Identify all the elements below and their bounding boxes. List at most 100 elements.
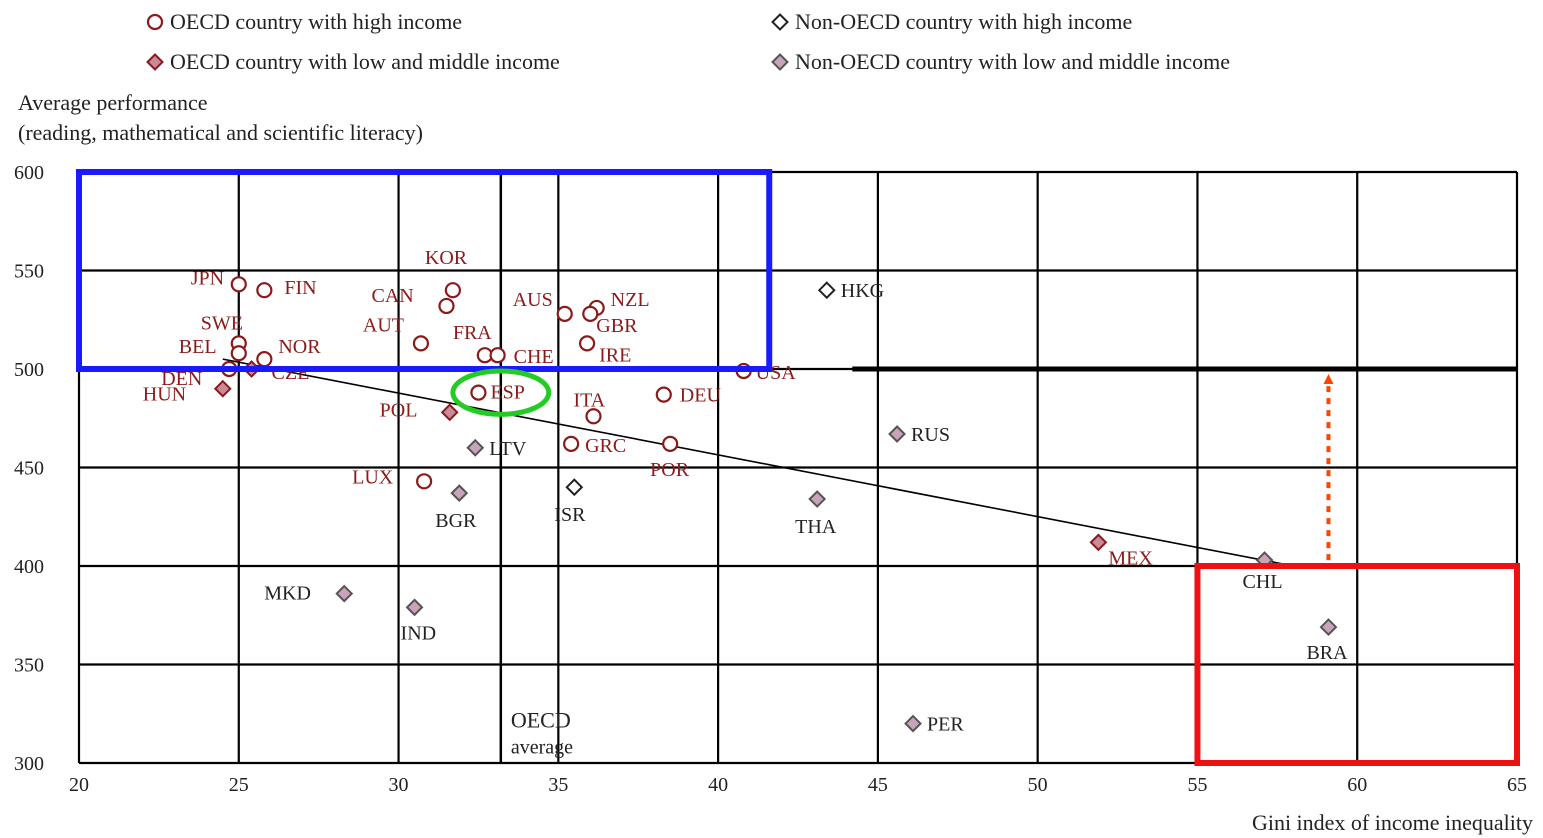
point-label-esp: ESP — [490, 382, 524, 404]
legend-label-non_oecd_high: Non-OECD country with high income — [795, 9, 1132, 34]
x-tick-label: 40 — [708, 774, 728, 796]
point-label-bra: BRA — [1306, 642, 1348, 664]
legend-label-oecd_low: OECD country with low and middle income — [170, 49, 560, 74]
point-label-chl: CHL — [1243, 571, 1283, 593]
point-label-grc: GRC — [585, 435, 626, 457]
y-tick-label: 450 — [14, 458, 44, 480]
point-label-cze: CZE — [272, 362, 310, 384]
highlight-box-1 — [1194, 563, 1520, 766]
point-label-tha: THA — [795, 516, 837, 538]
y-tick-label: 400 — [14, 556, 44, 578]
point-nor — [256, 351, 273, 368]
point-isr — [565, 478, 584, 497]
point-esp — [470, 384, 487, 401]
x-tick-label: 20 — [69, 774, 89, 796]
point-label-ire: IRE — [599, 344, 631, 366]
point-jpn — [230, 276, 247, 293]
point-rus — [888, 425, 906, 443]
point-por — [662, 435, 679, 452]
point-mex — [1089, 533, 1108, 552]
oecd-average-label-line2: average — [511, 737, 573, 759]
point-kor — [444, 282, 461, 299]
point-label-ita: ITA — [573, 389, 605, 411]
point-label-fin: FIN — [284, 277, 316, 299]
x-tick-label: 35 — [548, 774, 568, 796]
point-label-lux: LUX — [352, 466, 394, 488]
point-gbr — [582, 305, 599, 322]
y-tick-label: 500 — [14, 359, 44, 381]
point-label-hkg: HKG — [841, 280, 884, 302]
legend: OECD country with high income Non-OECD co… — [146, 9, 1230, 74]
point-che — [489, 347, 506, 364]
point-label-nor: NOR — [278, 336, 321, 358]
point-label-swe: SWE — [201, 312, 243, 334]
point-label-jpn: JPN — [191, 267, 224, 289]
point-label-ind: IND — [401, 622, 437, 644]
point-label-fra: FRA — [453, 322, 492, 344]
point-label-ltv: LTV — [489, 438, 527, 460]
highlights — [76, 169, 1520, 766]
point-label-den: DEN — [161, 368, 202, 390]
point-label-por: POR — [650, 459, 690, 481]
point-bgr — [450, 484, 469, 503]
point-per — [904, 714, 922, 733]
point-aut — [412, 335, 430, 352]
point-hkg — [817, 281, 836, 300]
x-tick-label: 45 — [868, 774, 888, 796]
oecd-average-label-line1: OECD — [511, 708, 571, 733]
point-mkd — [335, 584, 354, 603]
point-label-pol: POL — [380, 399, 418, 421]
point-label-gbr: GBR — [596, 315, 638, 337]
point-pol — [440, 403, 459, 422]
point-label-deu: DEU — [680, 385, 722, 407]
legend-marker-oecd_high — [146, 13, 164, 31]
plot-grid — [77, 170, 1519, 765]
highlight-box-0 — [76, 169, 773, 372]
point-label-bgr: BGR — [435, 510, 477, 532]
axis-ticks: 20 25 30 35 40 45 50 55 60 65 300 350 400 450 500 550 60… — [14, 162, 1527, 796]
highlight-ellipse — [450, 368, 552, 417]
point-label-hun: HUN — [143, 384, 186, 406]
point-label-mkd: MKD — [264, 583, 311, 605]
point-label-bel: BEL — [179, 336, 217, 358]
point-bra — [1319, 618, 1338, 636]
point-ltv — [466, 438, 485, 457]
point-label-rus: RUS — [911, 424, 950, 446]
point-grc — [563, 435, 580, 452]
point-tha — [808, 490, 827, 508]
point-label-kor: KOR — [425, 247, 468, 269]
y-tick-label: 550 — [14, 261, 44, 283]
trend-line — [222, 358, 1294, 567]
point-label-per: PER — [927, 714, 964, 736]
point-bel — [230, 345, 247, 362]
legend-label-non_oecd_low: Non-OECD country with low and middle inc… — [795, 49, 1230, 74]
trend-line-group — [222, 358, 1294, 567]
legend-marker-non_oecd_high — [771, 13, 789, 31]
point-ire — [578, 335, 596, 352]
x-tick-label: 60 — [1347, 774, 1367, 796]
x-tick-label: 25 — [229, 774, 249, 796]
x-tick-label: 65 — [1507, 774, 1527, 796]
point-label-nzl: NZL — [611, 289, 650, 311]
point-label-mex: MEX — [1108, 547, 1153, 569]
y-tick-label: 350 — [14, 655, 44, 677]
point-label-isr: ISR — [554, 504, 586, 526]
oecd-average-lines: OECD average — [499, 172, 1517, 763]
point-label-can: CAN — [371, 285, 413, 307]
y-tick-label: 600 — [14, 162, 44, 184]
x-tick-label: 50 — [1028, 774, 1048, 796]
point-can — [438, 297, 455, 315]
x-tick-label: 55 — [1187, 774, 1207, 796]
y-axis-title-line1: Average performance — [18, 90, 208, 115]
point-aus — [556, 305, 573, 322]
point-label-usa: USA — [756, 362, 797, 384]
point-deu — [655, 386, 672, 403]
point-ita — [585, 408, 602, 425]
point-hun — [213, 379, 232, 398]
x-axis-title: Gini index of income inequality — [1252, 810, 1533, 835]
legend-marker-non_oecd_low — [771, 53, 789, 71]
y-tick-label: 300 — [14, 753, 44, 775]
legend-marker-oecd_low — [146, 53, 164, 71]
legend-label-oecd_high: OECD country with high income — [170, 9, 462, 34]
